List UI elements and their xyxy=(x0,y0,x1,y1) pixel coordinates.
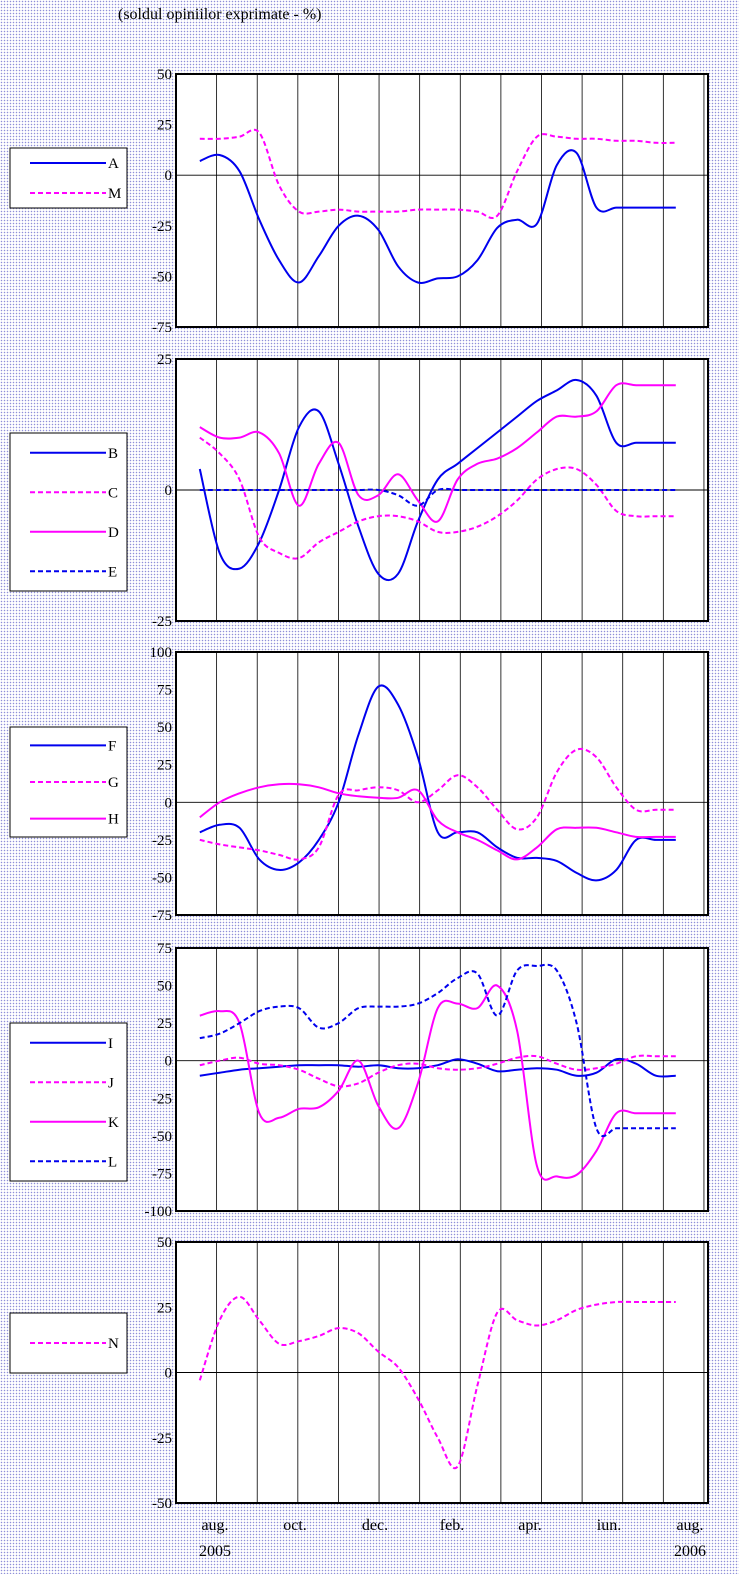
y-tick-label: -50 xyxy=(152,1496,172,1512)
y-tick-label: 75 xyxy=(157,941,172,957)
legend-label-J: J xyxy=(108,1075,114,1091)
y-tick-label: 50 xyxy=(157,979,172,995)
plot-area xyxy=(176,948,708,1211)
y-tick-label: 25 xyxy=(157,758,172,774)
y-tick-label: -25 xyxy=(152,614,172,630)
legend-label-D: D xyxy=(108,525,119,541)
series-line-I xyxy=(199,1057,676,1078)
plot-frame xyxy=(175,947,709,1212)
chart-subtitle: (soldul opiniilor exprimate - %) xyxy=(118,6,322,23)
y-tick-label: -50 xyxy=(152,870,172,886)
chart-panel-3: 100 75 50 25 0 -25 -50 -75 F G H xyxy=(9,645,709,924)
y-tick-label: 25 xyxy=(157,1300,172,1316)
chart-panel-4: 75 50 25 0 -25 -50 -75 -100 I J K L xyxy=(9,941,709,1220)
x-tick-label: oct. xyxy=(283,1517,307,1534)
y-tick-label: 50 xyxy=(157,67,172,83)
y-tick-label: 25 xyxy=(157,118,172,134)
legend-label-A: A xyxy=(108,156,119,172)
series-line-B xyxy=(198,378,676,582)
series-line-N xyxy=(198,1295,676,1470)
y-tick-label: 0 xyxy=(165,1054,173,1070)
y-tick-label: -75 xyxy=(152,320,172,336)
legend: I J K L xyxy=(9,1022,128,1182)
legend-label-C: C xyxy=(108,485,118,501)
series-line-L xyxy=(199,963,676,1138)
y-tick-label: 25 xyxy=(157,352,172,368)
y-tick-label: 25 xyxy=(157,1016,172,1032)
legend: F G H xyxy=(9,726,128,838)
legend-label-E: E xyxy=(108,564,117,580)
y-tick-label: 100 xyxy=(150,645,173,661)
y-tick-label: 0 xyxy=(165,795,173,811)
legend-label-N: N xyxy=(108,1336,119,1352)
legend-label-B: B xyxy=(108,446,118,462)
y-tick-label: -50 xyxy=(152,1129,172,1145)
x-tick-label: dec. xyxy=(362,1517,388,1534)
series-line-C xyxy=(199,436,676,560)
y-tick-label: 50 xyxy=(157,1235,172,1251)
plot-area xyxy=(176,74,708,327)
legend-label-L: L xyxy=(108,1154,117,1170)
plot-frame xyxy=(175,73,709,328)
chart-panel-5: 50 25 0 -25 -50 N xyxy=(9,1235,709,1512)
series-line-D xyxy=(199,382,676,523)
legend-label-G: G xyxy=(108,775,119,791)
legend: N xyxy=(9,1312,128,1374)
plot-frame xyxy=(175,1241,709,1504)
x-tick-label: iun. xyxy=(597,1517,621,1534)
series-line-M xyxy=(199,128,676,220)
y-tick-label: -50 xyxy=(152,269,172,285)
legend-label-K: K xyxy=(108,1115,119,1131)
plot-area xyxy=(176,652,708,915)
y-tick-label: 0 xyxy=(165,1366,173,1382)
y-tick-label: -75 xyxy=(152,1166,172,1182)
y-tick-label: -25 xyxy=(152,1091,172,1107)
chart-panel-1: 50 25 0 -25 -50 -75 AM xyxy=(9,67,709,336)
series-line-F xyxy=(199,684,676,882)
series-line-J xyxy=(199,1054,676,1088)
x-tick-label: apr. xyxy=(518,1517,542,1534)
y-tick-label: -25 xyxy=(152,219,172,235)
x-axis-labels: aug. 2005 oct. dec. feb. apr. iun. aug. 2006 xyxy=(199,1517,706,1560)
y-tick-label: -75 xyxy=(152,908,172,924)
y-tick-label: -25 xyxy=(152,1431,172,1447)
y-tick-label: 50 xyxy=(157,720,172,736)
y-tick-label: 0 xyxy=(165,483,173,499)
y-tick-label: -25 xyxy=(152,833,172,849)
plot-frame xyxy=(175,651,709,916)
x-tick-label: feb. xyxy=(440,1517,464,1534)
x-tick-label: aug. xyxy=(676,1517,703,1534)
chart-panel-2: 25 0 -25 B C D E xyxy=(9,352,709,630)
series-line-H xyxy=(199,782,676,861)
x-tick-label: aug. xyxy=(201,1517,228,1534)
y-tick-label: -100 xyxy=(145,1204,173,1220)
series-line-A xyxy=(199,149,676,284)
y-tick-label: 0 xyxy=(165,168,173,184)
legend-label-M: M xyxy=(108,186,121,202)
series-line-G xyxy=(199,747,676,861)
plot-frame xyxy=(175,358,709,622)
legend-label-I: I xyxy=(108,1036,113,1052)
legend: AM xyxy=(9,147,128,209)
y-tick-label: 75 xyxy=(157,683,172,699)
x-tick-year: 2005 xyxy=(199,1543,231,1560)
legend: B C D E xyxy=(9,432,128,592)
x-tick-year: 2006 xyxy=(674,1543,706,1560)
legend-label-F: F xyxy=(108,738,116,754)
series-line-K xyxy=(199,984,676,1181)
legend-label-H: H xyxy=(108,812,119,828)
